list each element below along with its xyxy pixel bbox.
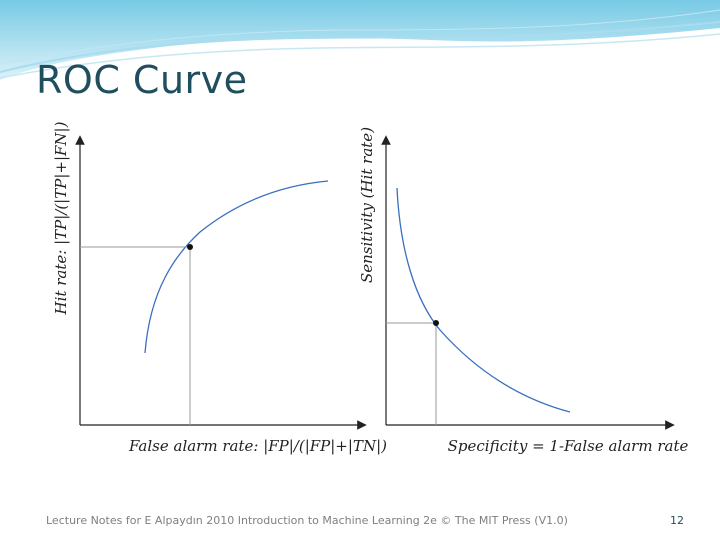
right-plot: Sensitivity (Hit rate) Specificity = 1-F… (358, 127, 688, 455)
right-x-label: Specificity = 1-False alarm rate (448, 437, 689, 455)
left-plot: Hit rate: |TP|/(|TP|+|FN|) False alarm r… (52, 121, 387, 455)
left-y-label: Hit rate: |TP|/(|TP|+|FN|) (52, 121, 70, 315)
page-number: 12 (670, 514, 684, 527)
slide-title: ROC Curve (36, 58, 248, 102)
left-operating-point (187, 244, 193, 250)
right-roc-curve (396, 187, 571, 413)
right-y-label: Sensitivity (Hit rate) (358, 127, 376, 283)
footer-text: Lecture Notes for E Alpaydın 2010 Introd… (46, 514, 568, 527)
left-x-label: False alarm rate: |FP|/(|FP|+|TN|) (128, 437, 387, 455)
header-decoration (0, 0, 720, 80)
left-roc-curve (144, 180, 329, 354)
right-operating-point (433, 320, 439, 326)
